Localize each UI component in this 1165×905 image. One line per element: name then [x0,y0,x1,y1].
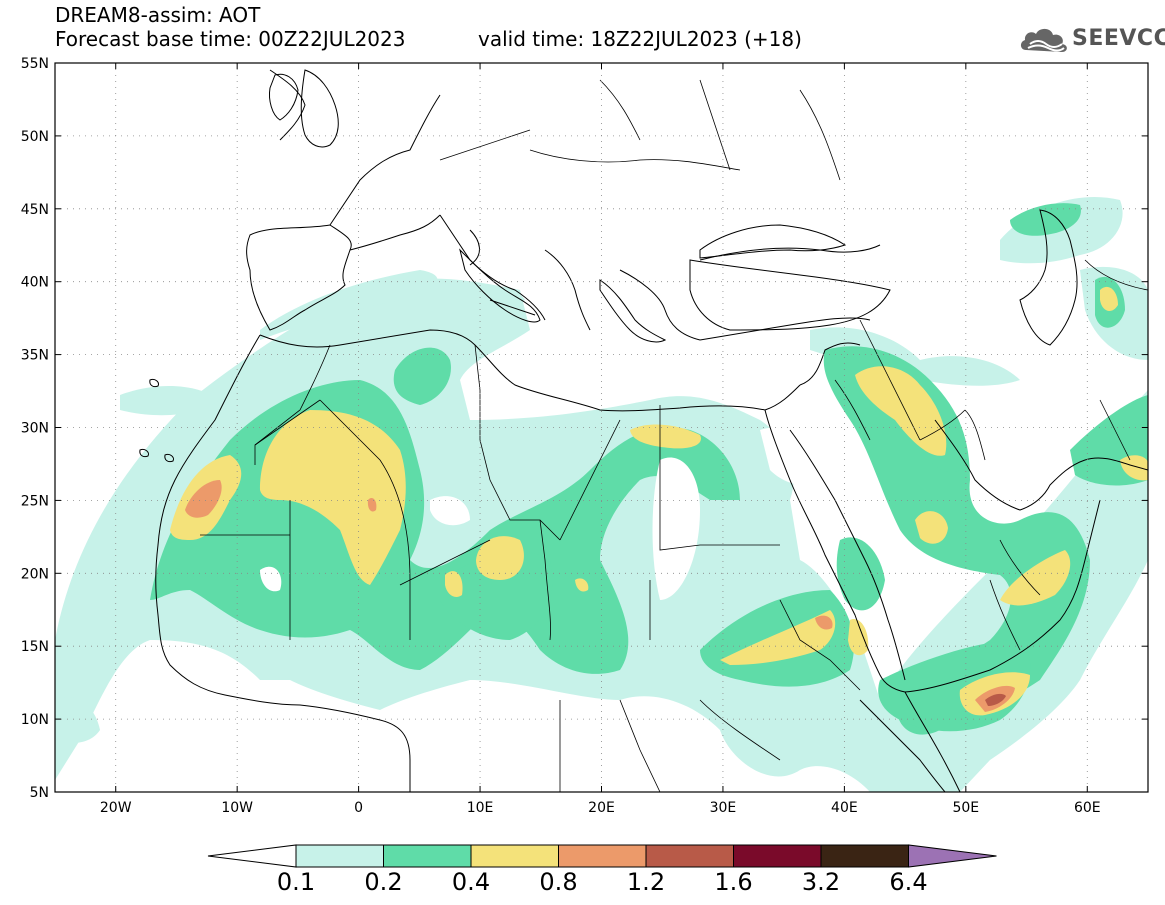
lon-tick-label: 20W [100,800,132,816]
coastlines [139,69,1148,792]
lat-tick-label: 25N [21,493,49,509]
colorbar-level-label: 0.1 [276,868,316,896]
colorbar-level-label: 0.2 [364,868,403,896]
lat-tick-label: 20N [21,566,49,582]
aot-below-threshold [260,427,830,600]
colorbar-level-label: 0.4 [451,868,491,896]
lon-tick-label: 10W [221,800,253,816]
colorbar-level-label: 6.4 [889,868,928,896]
aot-shading [55,196,1148,792]
logo-text: SEEVCCC [1072,26,1165,51]
colorbar-segment [733,844,822,868]
lon-tick-label: 40E [831,800,858,816]
cloud-icon [1020,28,1067,52]
colorbar-level-label: 1.2 [626,868,666,896]
lat-tick-label: 45N [21,202,49,218]
axis-labels: 5N 10N 15N 20N 25N 30N 35N 40N 45N 50N 55N 20W 10W 0 1… [21,56,1148,816]
lat-tick-label: 50N [21,129,49,145]
colorbar-under-arrow [207,844,297,868]
colorbar-segment [645,844,734,868]
seevccc-logo: SEEVCCC [1018,24,1165,56]
colorbar-segment [295,844,384,868]
colorbar [207,844,997,868]
lat-tick-label: 40N [21,275,49,291]
lon-tick-label: 60E [1074,800,1101,816]
colorbar-over-arrow [908,844,997,868]
lon-tick-label: 50E [952,800,979,816]
lat-tick-label: 5N [30,785,49,801]
lon-tick-label: 0 [354,800,363,816]
lat-tick-label: 10N [21,712,49,728]
colorbar-level-label: 0.8 [539,868,578,896]
lat-tick-label: 35N [21,348,49,364]
lat-tick-label: 30N [21,421,49,437]
lon-tick-label: 20E [588,800,615,816]
colorbar-segment [558,844,647,868]
map-grid [55,63,1148,792]
forecast-base-time: Forecast base time: 00Z22JUL2023 [55,27,406,51]
aot-level-0.4 [170,286,1148,716]
colorbar-level-label: 1.6 [714,868,753,896]
map-title: DREAM8-assim: AOT [55,3,261,27]
aot-level-1.2 [985,693,1006,706]
country-borders [200,79,1148,792]
lat-tick-label: 15N [21,639,49,655]
lat-tick-label: 55N [21,56,49,72]
lon-tick-label: 30E [710,800,737,816]
colorbar-level-label: 3.2 [801,868,841,896]
lon-tick-label: 10E [467,800,494,816]
colorbar-segment [383,844,472,868]
valid-time: valid time: 18Z22JUL2023 (+18) [478,27,802,51]
colorbar-segment [470,844,559,868]
colorbar-segment [820,844,909,868]
